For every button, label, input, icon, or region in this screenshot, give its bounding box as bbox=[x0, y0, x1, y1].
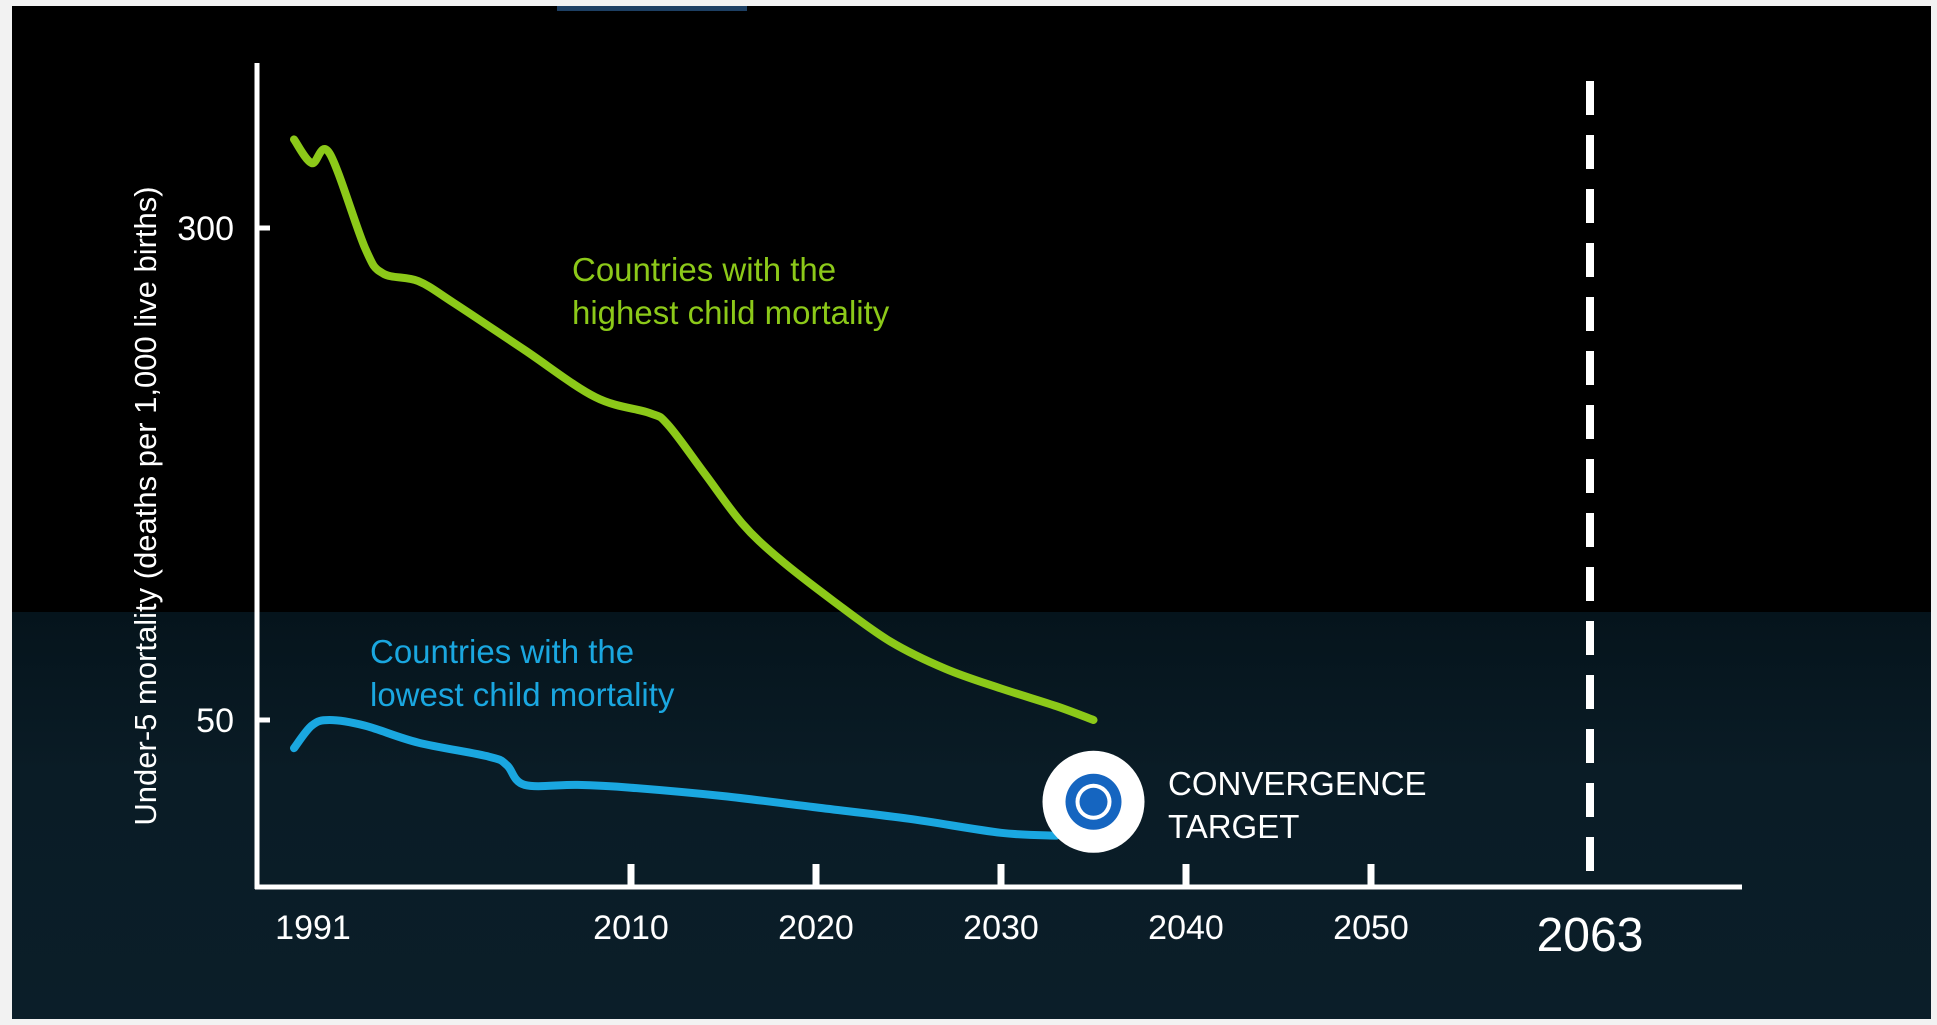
x-tick-label-2063: 2063 bbox=[1537, 909, 1644, 962]
y-axis-label: Under-5 mortality (deaths per 1,000 live… bbox=[128, 186, 163, 825]
series-label-highest-mortality: Countries with the highest child mortali… bbox=[572, 251, 890, 331]
convergence-target-label: CONVERGENCE TARGET bbox=[1168, 765, 1436, 845]
target-center-dot bbox=[1079, 787, 1108, 816]
chart-canvas: Under-5 mortality (deaths per 1,000 live… bbox=[12, 6, 1931, 1019]
convergence-target-marker bbox=[1042, 750, 1145, 853]
series-line-highest-mortality bbox=[290, 135, 1098, 724]
series-label-highest-line2: highest child mortality bbox=[572, 294, 890, 331]
top-accent-bar bbox=[557, 6, 747, 11]
x-tick-label-2010: 2010 bbox=[593, 909, 669, 947]
series-label-lowest-line1: Countries with the bbox=[370, 633, 634, 670]
series-label-lowest-mortality: Countries with the lowest child mortalit… bbox=[370, 633, 675, 713]
x-tick-label-2030: 2030 bbox=[963, 909, 1039, 947]
y-tick-label-50: 50 bbox=[196, 702, 234, 740]
series-line-lowest-mortality bbox=[290, 716, 1061, 840]
x-tick-label-2050: 2050 bbox=[1333, 909, 1409, 947]
x-tick-label-2020: 2020 bbox=[778, 909, 854, 947]
y-tick-label-300: 300 bbox=[177, 210, 234, 248]
convergence-label-line1: CONVERGENCE bbox=[1168, 765, 1427, 802]
x-tick-label-1991: 1991 bbox=[275, 909, 351, 947]
series-label-lowest-line2: lowest child mortality bbox=[370, 676, 675, 713]
x-tick-label-2040: 2040 bbox=[1148, 909, 1224, 947]
mortality-line-chart: Under-5 mortality (deaths per 1,000 live… bbox=[128, 63, 1742, 962]
x-axis-ticks bbox=[627, 864, 1375, 887]
convergence-label-line2: TARGET bbox=[1168, 808, 1299, 845]
series-label-highest-line1: Countries with the bbox=[572, 251, 836, 288]
